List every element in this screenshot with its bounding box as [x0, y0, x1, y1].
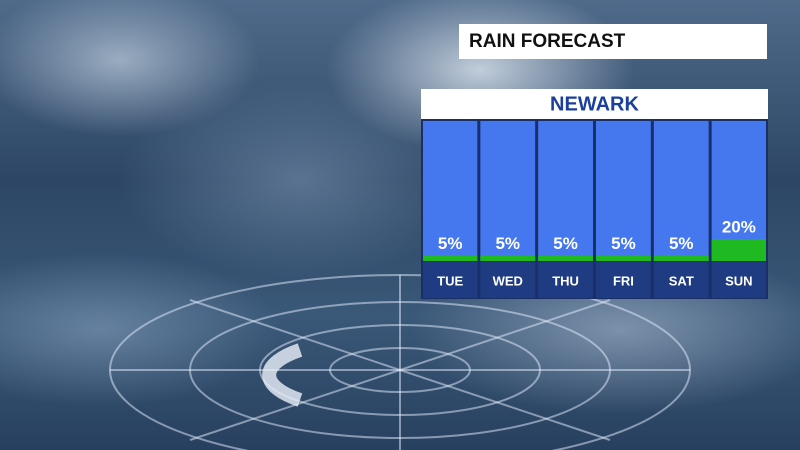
value-label: 5%	[553, 234, 578, 253]
subtitle-box	[421, 89, 768, 119]
day-cell	[596, 262, 651, 298]
chart-subtitle: NEWARK	[550, 93, 639, 115]
x-tick-label: SAT	[669, 273, 694, 288]
x-tick-label: THU	[552, 273, 579, 288]
day-cell	[538, 262, 593, 298]
column	[423, 121, 478, 261]
bar	[538, 255, 593, 261]
value-label: 5%	[495, 234, 520, 253]
column	[711, 121, 766, 261]
column	[596, 121, 651, 261]
x-tick-label: FRI	[613, 273, 634, 288]
chart-title: RAIN FORECAST	[469, 31, 626, 52]
value-label: 20%	[722, 217, 756, 236]
column	[653, 121, 709, 261]
value-label: 5%	[438, 234, 463, 253]
day-cell	[480, 262, 536, 298]
value-label: 5%	[669, 234, 694, 253]
panel	[421, 119, 768, 299]
x-tick-label: TUE	[437, 273, 463, 288]
bar	[711, 239, 766, 261]
bar	[480, 255, 536, 261]
bar	[653, 255, 709, 261]
day-cell	[423, 262, 478, 298]
column	[480, 121, 536, 261]
x-tick-label: WED	[493, 273, 523, 288]
radar-decoration	[109, 274, 691, 450]
day-cell	[653, 262, 709, 298]
bar	[423, 255, 478, 261]
value-label: 5%	[611, 234, 636, 253]
bar	[596, 255, 651, 261]
x-tick-label: SUN	[725, 273, 752, 288]
title-box	[459, 24, 767, 59]
day-cell	[711, 262, 766, 298]
column	[538, 121, 593, 261]
